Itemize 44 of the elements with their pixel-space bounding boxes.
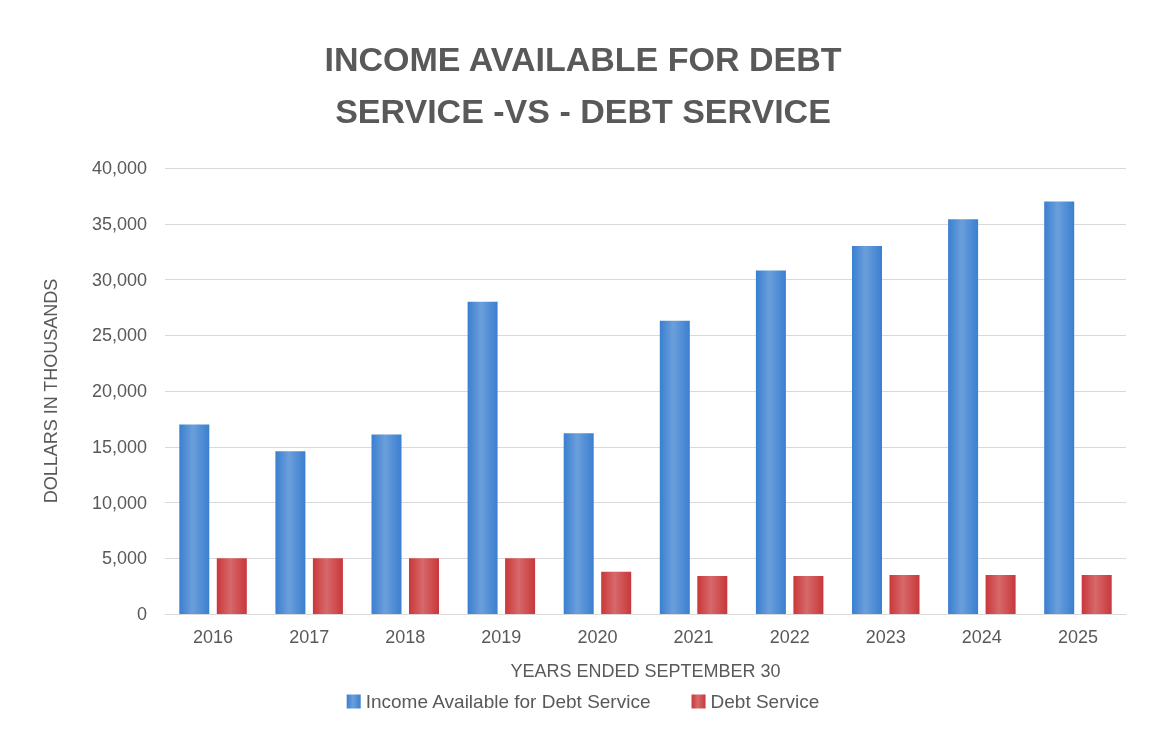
bar (312, 558, 343, 614)
bar (1044, 201, 1075, 614)
bar (371, 434, 402, 614)
bar (697, 576, 728, 614)
bar (1081, 574, 1112, 614)
y-tick-label: 0 (136, 604, 147, 624)
x-tick-label: 2017 (289, 627, 330, 647)
x-tick-label: 2024 (961, 627, 1002, 647)
y-tick-label: 15,000 (91, 436, 147, 457)
bar (985, 574, 1016, 614)
bar (948, 219, 979, 614)
y-tick-label: 25,000 (91, 325, 147, 346)
bar (659, 320, 690, 614)
y-axis-title: DOLLARS IN THOUSANDS (41, 278, 61, 504)
x-axis-title: YEARS ENDED SEPTEMBER 30 (510, 661, 781, 681)
x-tick-label: 2025 (1057, 627, 1098, 647)
bar (275, 451, 306, 614)
bar (409, 558, 439, 614)
x-tick-label: 2018 (385, 627, 426, 647)
bar (793, 576, 824, 614)
y-tick-label: 5,000 (101, 548, 147, 569)
legend-label: Income Available for Debt Service (365, 691, 651, 712)
bar (467, 301, 498, 614)
y-tick-label: 35,000 (91, 213, 147, 234)
x-tick-label: 2021 (673, 627, 714, 647)
x-tick-label: 2023 (865, 627, 906, 647)
x-tick-label: 2020 (577, 627, 618, 647)
bar (505, 558, 536, 614)
bar (889, 574, 920, 614)
bar (563, 433, 594, 614)
bar (216, 558, 247, 614)
bar (852, 246, 882, 614)
x-tick-label: 2016 (193, 627, 234, 647)
bar (179, 424, 210, 614)
bar (755, 270, 786, 614)
y-tick-label: 30,000 (91, 269, 147, 290)
bar (601, 571, 632, 614)
x-tick-label: 2019 (481, 627, 522, 647)
chart-title: INCOME AVAILABLE FOR DEBT SERVICE -VS - DEBT SERVICE (324, 40, 842, 130)
y-tick-label: 10,000 (91, 492, 147, 513)
y-tick-label: 20,000 (91, 381, 147, 401)
y-tick-label: 40,000 (91, 158, 147, 178)
legend-label: Debt Service (710, 691, 820, 712)
x-tick-label: 2022 (769, 627, 810, 647)
